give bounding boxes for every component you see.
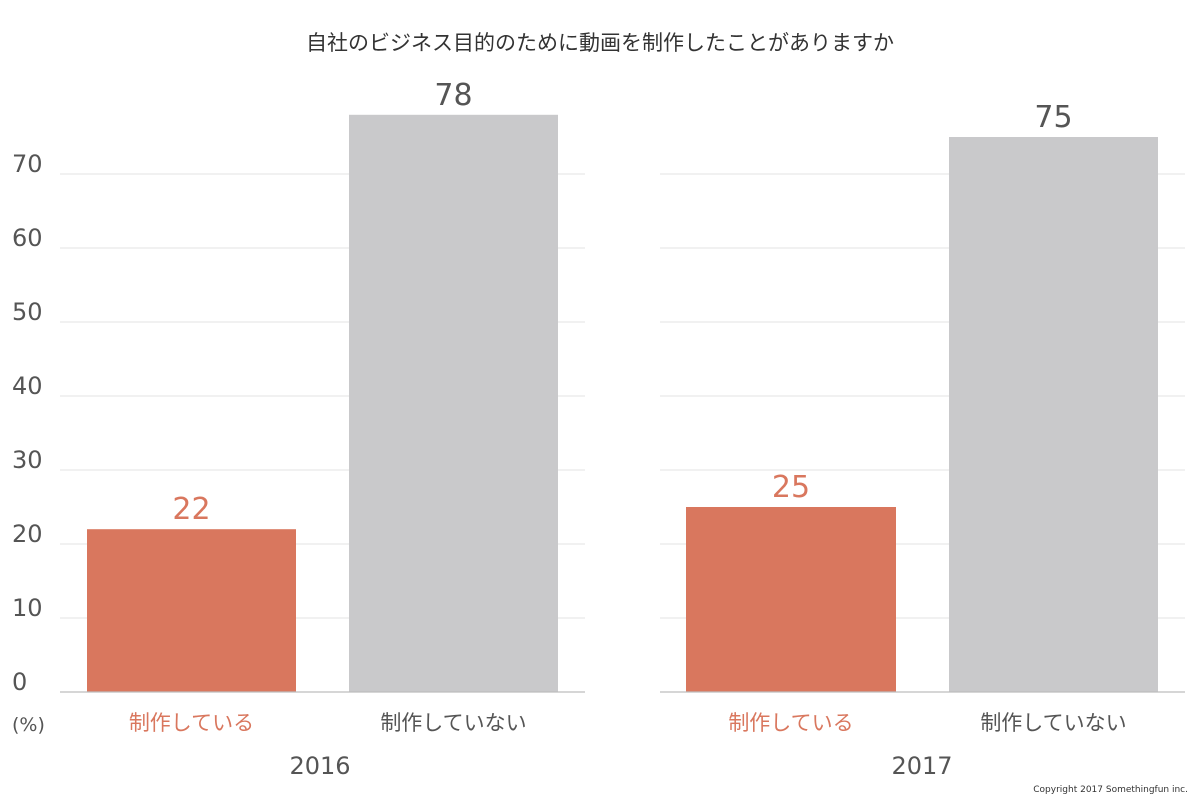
y-tick-label: 70	[12, 150, 43, 178]
y-tick-label: 20	[12, 520, 43, 548]
y-tick-label: 60	[12, 224, 43, 252]
panel-2017: 25 制作している 75 制作していない 2017	[660, 100, 1185, 780]
y-tick-label: 30	[12, 446, 43, 474]
data-label: 22	[172, 492, 210, 527]
bar	[949, 137, 1158, 692]
data-label: 75	[1034, 100, 1072, 135]
year-label: 2017	[891, 752, 952, 780]
data-label: 25	[772, 470, 810, 505]
x-category-label: 制作していない	[980, 711, 1126, 735]
y-tick-label: 10	[12, 594, 43, 622]
bar	[349, 114, 558, 693]
y-tick-label: 0	[12, 668, 27, 696]
x-category-label: 制作している	[129, 711, 254, 735]
data-label: 78	[434, 78, 472, 113]
chart-title: 自社のビジネス目的のために動画を制作したことがありますか	[306, 31, 894, 55]
year-label: 2016	[289, 752, 350, 780]
panel-2016: 0 10 20 30 40 50 60 70 22 制作している 78 制作していない 2016	[12, 78, 585, 780]
bar	[87, 529, 296, 692]
y-tick-label: 50	[12, 298, 43, 326]
x-category-label: 制作していない	[380, 711, 526, 735]
bar	[686, 507, 896, 692]
y-tick-label: 40	[12, 372, 43, 400]
copyright-text: Copyright 2017 Somethingfun inc.	[1033, 785, 1188, 795]
x-category-label: 制作している	[728, 711, 853, 735]
y-axis-unit-label: (%)	[12, 714, 45, 736]
